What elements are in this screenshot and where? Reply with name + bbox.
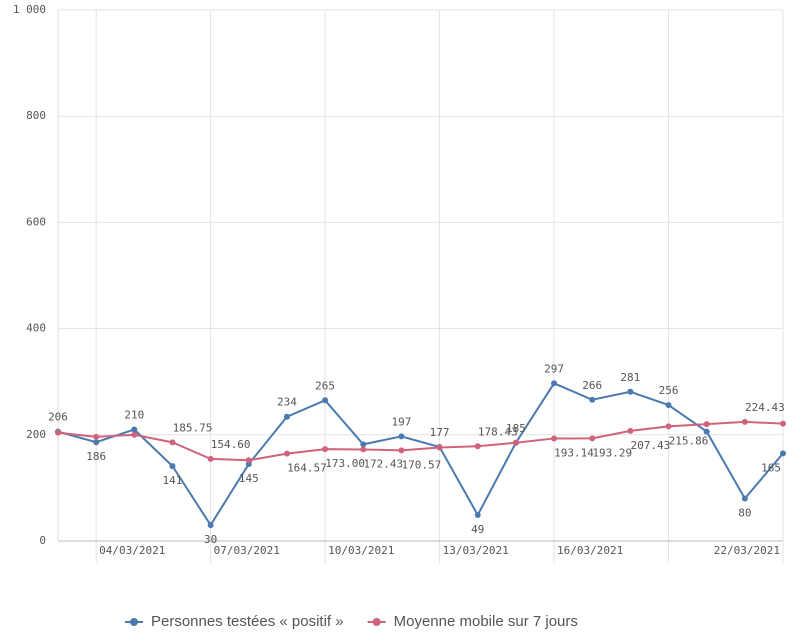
data-label: 215.86 [669, 434, 709, 447]
point [589, 396, 596, 403]
point [665, 423, 672, 430]
point [93, 433, 100, 440]
point [780, 420, 786, 427]
data-label: 178.43 [478, 425, 518, 438]
point [283, 450, 290, 457]
data-label: 30 [204, 533, 217, 546]
y-tick-label: 600 [26, 215, 46, 228]
point [703, 428, 710, 435]
data-label: 281 [620, 371, 640, 384]
point [322, 397, 329, 404]
point [474, 443, 481, 450]
point [398, 447, 405, 454]
data-label: 197 [391, 415, 411, 428]
data-label: 297 [544, 362, 564, 375]
data-label: 186 [86, 450, 106, 463]
point [207, 455, 214, 462]
series-line [57, 382, 784, 527]
data-label: 141 [163, 474, 183, 487]
data-label: 207.43 [630, 439, 670, 452]
point [703, 421, 710, 428]
data-label: 266 [582, 379, 602, 392]
point [169, 463, 176, 470]
point [131, 431, 138, 438]
point [512, 439, 519, 446]
data-label: 256 [659, 384, 679, 397]
x-tick-label: 13/03/2021 [443, 544, 509, 557]
point [245, 457, 252, 464]
legend-label: Moyenne mobile sur 7 jours [394, 613, 578, 630]
point [551, 380, 558, 387]
data-label: 173.00 [325, 457, 365, 470]
point [627, 427, 634, 434]
point [283, 413, 290, 420]
legend-label: Personnes testées « positif » [151, 613, 344, 630]
data-label: 185.75 [173, 421, 213, 434]
data-label: 193.29 [592, 446, 632, 459]
data-label: 210 [124, 408, 144, 421]
data-label: 165 [761, 461, 781, 474]
point [741, 495, 748, 502]
data-label: 154.60 [211, 438, 251, 451]
y-tick-label: 800 [26, 109, 46, 122]
point [131, 426, 138, 433]
point [398, 433, 405, 440]
data-label: 206 [48, 411, 68, 424]
point [589, 435, 596, 442]
x-tick-label: 04/03/2021 [99, 544, 165, 557]
data-label: 177 [430, 426, 450, 439]
x-tick-label: 10/03/2021 [328, 544, 394, 557]
y-tick-label: 200 [26, 428, 46, 441]
point [627, 388, 634, 395]
x-tick-label: 07/03/2021 [214, 544, 280, 557]
point [322, 446, 329, 453]
point [93, 439, 100, 446]
data-label: 80 [738, 507, 751, 520]
point [169, 439, 176, 446]
point [55, 429, 61, 436]
data-label: 193.14 [554, 446, 594, 459]
point [474, 511, 481, 518]
legend-marker [130, 618, 138, 626]
x-tick-label: 16/03/2021 [557, 544, 623, 557]
data-label: 265 [315, 379, 335, 392]
series-line [57, 420, 784, 462]
point [551, 435, 558, 442]
point [665, 402, 672, 409]
data-label: 224.43 [745, 401, 785, 414]
data-label: 185 [506, 422, 526, 435]
point [741, 418, 748, 425]
y-tick-label: 0 [39, 534, 46, 547]
point [360, 446, 367, 453]
point [207, 522, 214, 529]
data-label: 172.43 [363, 457, 403, 470]
y-tick-label: 1 000 [13, 3, 46, 16]
data-label: 234 [277, 396, 297, 409]
legend: Personnes testées « positif » Moyenne mob… [125, 613, 578, 630]
data-label: 49 [471, 523, 484, 536]
x-tick-label: 22/03/2021 [714, 544, 780, 557]
data-label: 145 [239, 472, 259, 485]
data-label: 164.57 [287, 462, 327, 475]
data-label: 170.57 [402, 458, 442, 471]
legend-marker [372, 618, 381, 626]
y-tick-label: 400 [26, 322, 46, 335]
point [780, 450, 786, 457]
point [436, 444, 443, 451]
point [360, 441, 367, 448]
